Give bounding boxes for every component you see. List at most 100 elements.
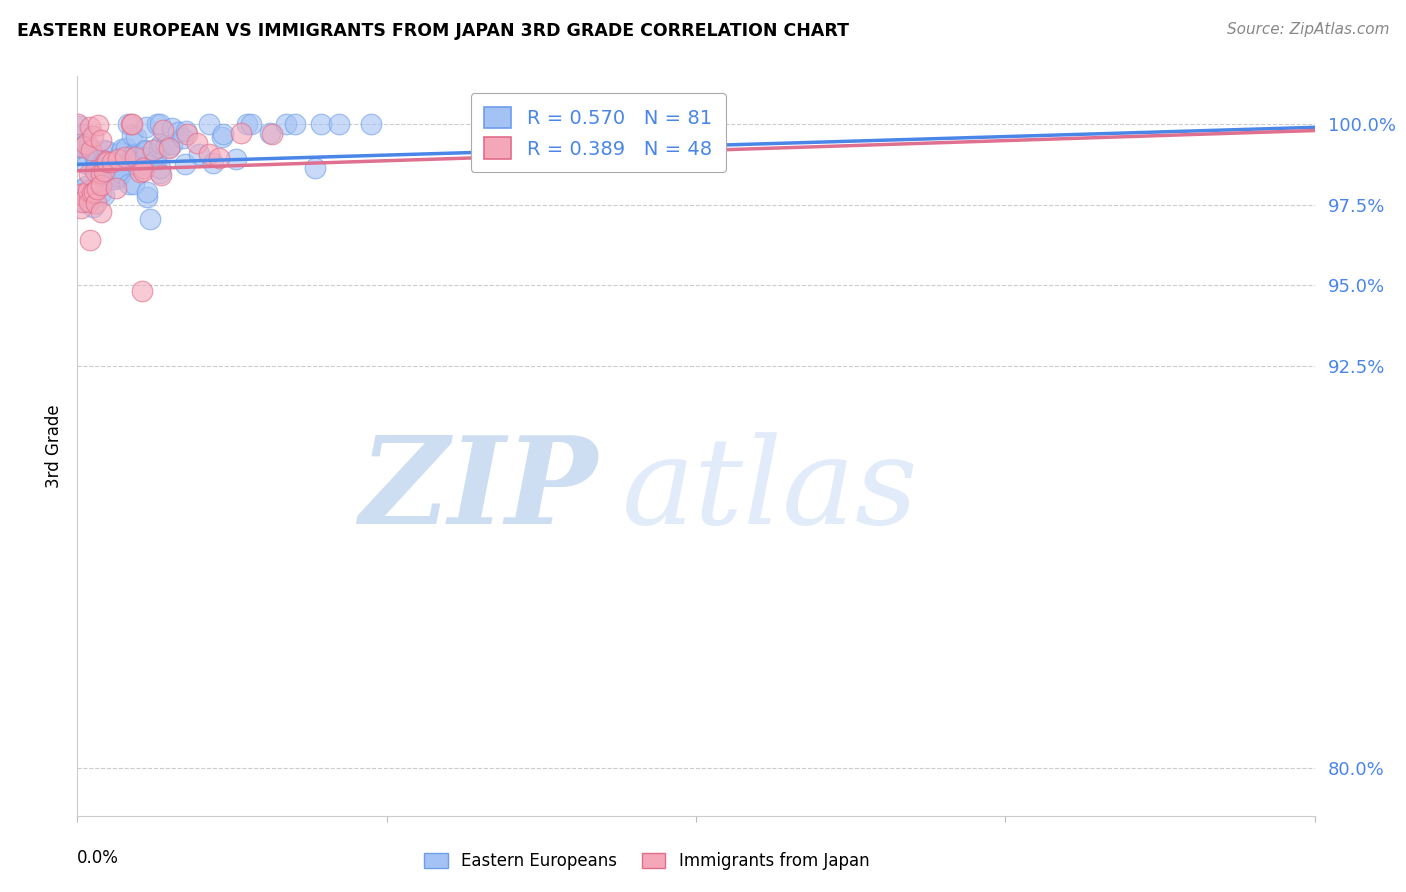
Point bbox=[125, 130, 148, 145]
Point bbox=[155, 138, 177, 153]
Point bbox=[67, 119, 90, 133]
Point bbox=[120, 117, 142, 131]
Point bbox=[110, 145, 132, 160]
Point bbox=[107, 171, 129, 186]
Point bbox=[90, 178, 112, 192]
Point bbox=[150, 168, 173, 182]
Point bbox=[77, 192, 100, 206]
Point bbox=[236, 117, 259, 131]
Point bbox=[103, 172, 125, 186]
Point bbox=[186, 136, 208, 150]
Point bbox=[157, 140, 180, 154]
Point bbox=[89, 172, 111, 186]
Point bbox=[73, 140, 96, 154]
Point bbox=[231, 126, 253, 140]
Point bbox=[110, 166, 132, 180]
Point bbox=[90, 174, 112, 188]
Point bbox=[80, 143, 103, 157]
Point bbox=[70, 186, 93, 201]
Point bbox=[284, 117, 307, 131]
Point bbox=[66, 186, 89, 200]
Point bbox=[149, 166, 172, 180]
Point bbox=[114, 150, 136, 164]
Point bbox=[122, 178, 145, 192]
Point bbox=[84, 196, 107, 211]
Point bbox=[127, 147, 149, 161]
Point bbox=[82, 200, 104, 214]
Point bbox=[90, 165, 112, 179]
Point bbox=[135, 120, 157, 134]
Point bbox=[174, 157, 197, 171]
Point bbox=[107, 164, 129, 178]
Point bbox=[79, 233, 101, 247]
Point bbox=[136, 186, 159, 200]
Point bbox=[80, 186, 103, 200]
Point bbox=[142, 144, 165, 158]
Point bbox=[67, 148, 90, 162]
Point bbox=[115, 141, 138, 155]
Point bbox=[90, 205, 112, 219]
Text: atlas: atlas bbox=[621, 432, 918, 549]
Point bbox=[121, 128, 143, 143]
Point bbox=[77, 194, 100, 209]
Point bbox=[93, 188, 115, 202]
Point bbox=[76, 157, 98, 171]
Point bbox=[131, 161, 153, 175]
Point bbox=[118, 177, 141, 191]
Point bbox=[94, 154, 117, 169]
Point bbox=[174, 124, 197, 138]
Point bbox=[124, 150, 146, 164]
Point bbox=[239, 117, 262, 131]
Point bbox=[167, 125, 190, 139]
Point bbox=[70, 139, 93, 153]
Point bbox=[107, 152, 129, 166]
Point bbox=[83, 150, 105, 164]
Y-axis label: 3rd Grade: 3rd Grade bbox=[45, 404, 63, 488]
Point bbox=[111, 142, 134, 156]
Point bbox=[225, 152, 247, 166]
Point bbox=[84, 154, 107, 169]
Point bbox=[135, 190, 157, 204]
Point bbox=[176, 127, 198, 141]
Point bbox=[139, 211, 162, 226]
Point bbox=[309, 117, 332, 131]
Point bbox=[67, 117, 90, 131]
Point bbox=[72, 182, 94, 196]
Point bbox=[90, 133, 112, 147]
Point bbox=[160, 121, 183, 136]
Point bbox=[90, 158, 112, 172]
Point bbox=[70, 195, 93, 210]
Point bbox=[93, 143, 115, 157]
Point bbox=[96, 155, 118, 169]
Point bbox=[259, 126, 281, 140]
Point bbox=[79, 120, 101, 135]
Point bbox=[132, 164, 155, 178]
Point bbox=[262, 127, 284, 141]
Point bbox=[149, 161, 172, 175]
Point bbox=[67, 188, 90, 202]
Point bbox=[328, 117, 350, 131]
Point bbox=[211, 129, 233, 144]
Point bbox=[201, 156, 224, 170]
Point bbox=[75, 178, 97, 193]
Point bbox=[90, 186, 112, 201]
Point bbox=[86, 154, 108, 169]
Point bbox=[157, 140, 180, 154]
Point bbox=[207, 151, 229, 165]
Text: Source: ZipAtlas.com: Source: ZipAtlas.com bbox=[1226, 22, 1389, 37]
Point bbox=[69, 202, 91, 216]
Point bbox=[198, 147, 221, 161]
Point bbox=[75, 136, 97, 151]
Legend: R = 0.570   N = 81, R = 0.389   N = 48: R = 0.570 N = 81, R = 0.389 N = 48 bbox=[471, 93, 725, 172]
Point bbox=[135, 145, 157, 159]
Point bbox=[172, 131, 194, 145]
Point bbox=[77, 139, 100, 153]
Point bbox=[94, 154, 117, 169]
Point bbox=[83, 164, 105, 178]
Point bbox=[149, 117, 172, 131]
Point bbox=[76, 184, 98, 198]
Point bbox=[86, 182, 108, 196]
Point bbox=[93, 164, 115, 178]
Point bbox=[135, 158, 157, 172]
Point bbox=[197, 117, 219, 131]
